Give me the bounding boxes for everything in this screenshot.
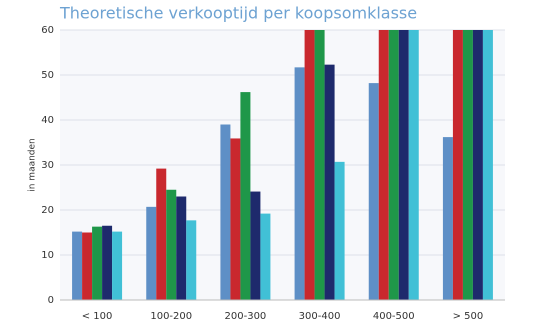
bar [294, 67, 305, 300]
bar [92, 226, 103, 300]
x-tick-label: < 100 [82, 311, 113, 320]
y-tick-label: 40 [41, 115, 54, 126]
bar [166, 189, 177, 300]
bar [260, 213, 271, 300]
bar [250, 191, 261, 300]
chart-title: Theoretische verkooptijd per koopsomklas… [59, 4, 417, 23]
bar [220, 124, 231, 300]
y-tick-label: 20 [41, 205, 54, 216]
bar [378, 30, 389, 300]
x-tick-label: 400-500 [373, 311, 415, 320]
bar [186, 220, 197, 300]
bar [388, 30, 399, 300]
bar [452, 30, 463, 300]
y-tick-label: 10 [41, 250, 54, 261]
bar [314, 30, 325, 300]
bar [324, 64, 335, 301]
y-tick-label: 30 [41, 160, 54, 171]
bar [102, 225, 113, 300]
bar [146, 206, 157, 300]
bar [408, 30, 419, 300]
bar [176, 196, 187, 300]
y-tick-label: 50 [41, 70, 54, 81]
bar [442, 137, 453, 300]
x-tick-label: > 500 [453, 311, 484, 320]
bar [230, 138, 241, 300]
bar [112, 231, 123, 300]
bar [156, 168, 167, 300]
bar [398, 30, 409, 300]
bar [82, 232, 93, 300]
bar [240, 92, 251, 300]
y-tick-label: 60 [41, 25, 54, 36]
y-tick-label: 0 [48, 295, 54, 306]
bar [72, 231, 83, 300]
bar [472, 30, 483, 300]
bar [304, 30, 315, 300]
x-tick-label: 100-200 [150, 311, 192, 320]
y-axis-label: in maanden [28, 138, 38, 192]
bar [462, 30, 473, 300]
x-tick-label: 300-400 [299, 311, 341, 320]
bar [368, 83, 379, 300]
x-tick-label: 200-300 [225, 311, 267, 320]
bar [334, 161, 345, 300]
bar [482, 30, 493, 300]
